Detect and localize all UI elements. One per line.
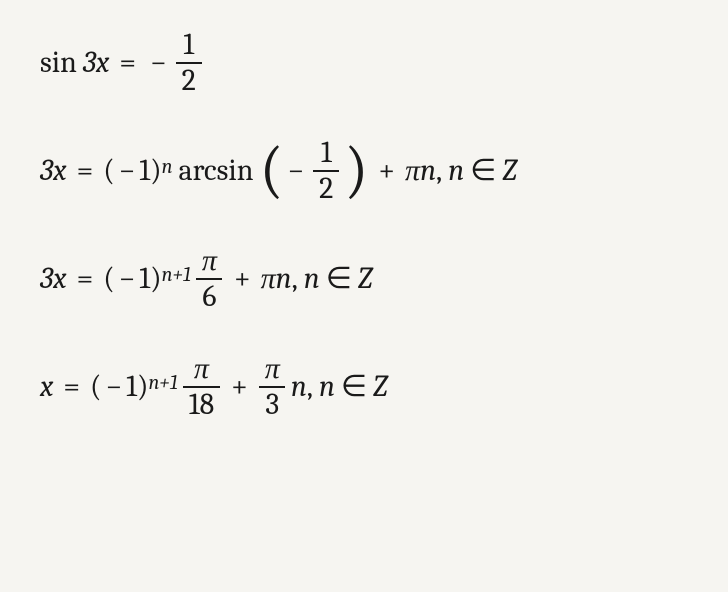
- set-z: Z: [373, 372, 388, 402]
- minus-sign: −: [119, 264, 136, 294]
- set-z: Z: [358, 264, 373, 294]
- minus-sign: −: [150, 48, 167, 78]
- lhs: x: [40, 372, 53, 402]
- paren-open: (: [103, 156, 114, 186]
- coefficient-n: n: [291, 372, 307, 402]
- denominator: 3: [259, 386, 285, 420]
- cond-var: n: [448, 156, 464, 186]
- denominator: 2: [176, 62, 202, 96]
- lhs: 3x: [40, 264, 67, 294]
- equals-sign: =: [63, 372, 80, 402]
- fraction-pi-18: π 18: [183, 354, 220, 420]
- plus-sign: +: [378, 156, 395, 186]
- comma: ,: [307, 372, 313, 402]
- element-of-icon: ∈: [326, 264, 352, 294]
- cond-var: n: [304, 264, 320, 294]
- equation-1: sin 3x = − 1 2: [40, 30, 688, 96]
- arcsin-function: arcsin: [178, 156, 253, 186]
- plus-sign: +: [231, 372, 248, 402]
- denominator: 6: [196, 278, 222, 312]
- paren-close: ): [150, 156, 161, 186]
- equation-2: 3x = ( − 1 ) n arcsin ( − 1 2 ) + πn , n…: [40, 138, 688, 204]
- paren-open: (: [90, 372, 101, 402]
- element-of-icon: ∈: [470, 156, 496, 186]
- equation-4: x = ( − 1 ) n+1 π 18 + π 3 n , n ∈ Z: [40, 354, 688, 420]
- pi-n-term: πn: [405, 156, 436, 186]
- equation-3: 3x = ( − 1 ) n+1 π 6 + πn , n ∈ Z: [40, 246, 688, 312]
- element-of-icon: ∈: [341, 372, 367, 402]
- numerator: π: [188, 354, 215, 386]
- numerator: π: [259, 354, 286, 386]
- fraction-one-half: 1 2: [313, 138, 339, 204]
- paren-close: ): [150, 264, 161, 294]
- equals-sign: =: [77, 264, 94, 294]
- fraction-pi-3: π 3: [259, 354, 286, 420]
- large-paren-close: ): [344, 138, 368, 201]
- pi-n-term: πn: [261, 264, 292, 294]
- numerator: 1: [177, 30, 200, 62]
- numerator: π: [196, 246, 223, 278]
- base-value: 1: [139, 156, 150, 186]
- base-value: 1: [139, 264, 150, 294]
- sin-argument: 3x: [83, 48, 110, 78]
- exponent: n+1: [162, 266, 191, 286]
- minus-sign: −: [105, 372, 122, 402]
- exponent: n: [162, 158, 173, 178]
- set-z: Z: [502, 156, 517, 186]
- paren-open: (: [103, 264, 114, 294]
- comma: ,: [436, 156, 442, 186]
- fraction-one-half: 1 2: [176, 30, 202, 96]
- equals-sign: =: [119, 48, 136, 78]
- large-paren-open: (: [259, 138, 283, 201]
- paren-close: ): [137, 372, 148, 402]
- comma: ,: [292, 264, 298, 294]
- lhs: 3x: [40, 156, 67, 186]
- cond-var: n: [319, 372, 335, 402]
- sin-function: sin: [40, 48, 77, 78]
- fraction-pi-6: π 6: [196, 246, 223, 312]
- exponent: n+1: [148, 374, 177, 394]
- base-value: 1: [126, 372, 137, 402]
- minus-sign: −: [288, 156, 305, 186]
- equals-sign: =: [77, 156, 94, 186]
- denominator: 2: [313, 170, 339, 204]
- minus-sign: −: [119, 156, 136, 186]
- numerator: 1: [315, 138, 338, 170]
- plus-sign: +: [234, 264, 251, 294]
- denominator: 18: [183, 386, 220, 420]
